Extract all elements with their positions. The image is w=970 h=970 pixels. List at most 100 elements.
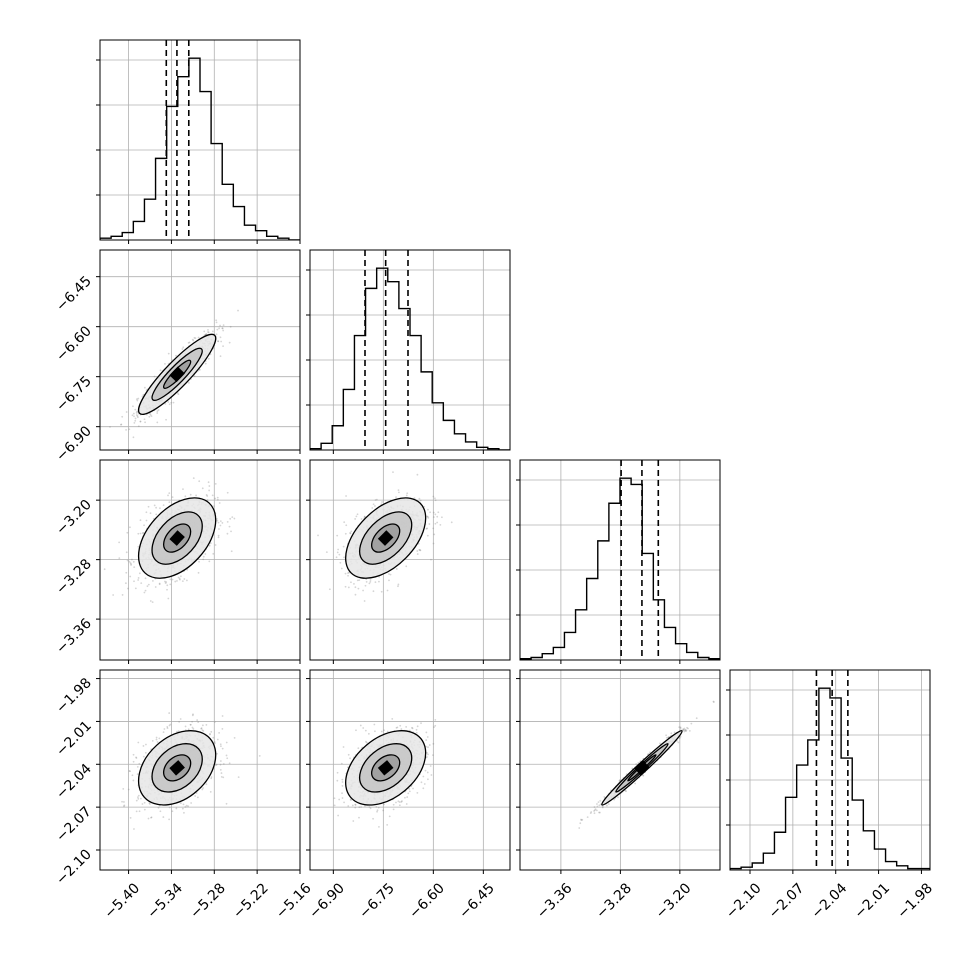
sample-point bbox=[423, 783, 426, 785]
sample-point bbox=[144, 589, 147, 592]
sample-point bbox=[153, 504, 156, 507]
sample-point bbox=[195, 494, 197, 497]
sample-point bbox=[187, 728, 190, 731]
sample-point bbox=[418, 548, 421, 551]
sample-point bbox=[118, 541, 121, 544]
panel-frame bbox=[99, 249, 301, 451]
sample-point bbox=[153, 375, 156, 378]
sample-point bbox=[377, 806, 380, 809]
sample-point bbox=[434, 724, 437, 727]
sample-point bbox=[138, 810, 141, 813]
sample-point bbox=[196, 796, 199, 799]
sample-point bbox=[344, 572, 347, 575]
sample-point bbox=[215, 518, 218, 520]
sample-point bbox=[225, 741, 228, 744]
sample-point bbox=[356, 579, 359, 582]
density-peak bbox=[169, 366, 185, 383]
sample-point bbox=[228, 762, 231, 765]
sample-point bbox=[135, 398, 138, 401]
sample-point bbox=[186, 568, 189, 571]
sample-point bbox=[233, 517, 236, 520]
sample-point bbox=[405, 565, 408, 568]
sample-point bbox=[191, 338, 194, 341]
sample-point bbox=[432, 742, 435, 745]
sample-point bbox=[200, 727, 203, 730]
sample-point bbox=[129, 526, 131, 529]
sample-point bbox=[386, 730, 389, 733]
sample-point bbox=[132, 412, 135, 415]
sample-point bbox=[426, 751, 428, 754]
x-tick-label: −6.75 bbox=[356, 880, 398, 922]
sample-point bbox=[416, 550, 419, 552]
sample-point bbox=[344, 585, 347, 588]
x-tick-label: −6.45 bbox=[456, 880, 498, 922]
sample-point bbox=[126, 559, 129, 562]
sample-point bbox=[158, 582, 161, 585]
sample-point bbox=[219, 524, 222, 527]
sample-point bbox=[437, 511, 440, 514]
sample-point bbox=[221, 327, 224, 330]
sample-point bbox=[125, 551, 128, 554]
sample-point bbox=[220, 340, 223, 343]
sample-point bbox=[354, 586, 357, 589]
sample-point bbox=[208, 489, 211, 492]
sample-point bbox=[412, 787, 414, 790]
sample-point bbox=[183, 811, 185, 814]
sample-point bbox=[341, 785, 344, 787]
sample-point bbox=[426, 771, 429, 774]
x-tick-label: −6.90 bbox=[306, 880, 348, 922]
sample-point bbox=[207, 331, 210, 334]
sample-point bbox=[363, 600, 366, 602]
y-tick-label: −2.01 bbox=[53, 718, 95, 760]
sample-point bbox=[191, 714, 194, 717]
sample-point bbox=[425, 739, 428, 741]
sample-point bbox=[190, 802, 193, 804]
sample-point bbox=[397, 585, 399, 588]
sample-point bbox=[362, 589, 364, 592]
density-peak bbox=[377, 760, 394, 776]
sample-point bbox=[128, 428, 131, 431]
sample-point bbox=[155, 736, 158, 739]
sample-point bbox=[397, 800, 400, 803]
scatter-points bbox=[121, 712, 261, 830]
sample-point bbox=[358, 816, 360, 819]
y-tick-label: −2.04 bbox=[53, 761, 95, 803]
sample-point bbox=[338, 798, 341, 801]
sample-point bbox=[593, 810, 595, 812]
sample-point bbox=[216, 328, 219, 331]
sample-point bbox=[217, 534, 220, 537]
x-tick-label: −5.28 bbox=[187, 880, 229, 922]
sample-point bbox=[211, 330, 214, 333]
sample-point bbox=[430, 558, 432, 561]
histogram-panel-1 bbox=[306, 249, 511, 454]
sample-point bbox=[434, 513, 437, 516]
sample-point bbox=[136, 416, 139, 419]
sample-point bbox=[125, 428, 127, 431]
sample-point bbox=[176, 730, 178, 733]
sample-point bbox=[416, 553, 419, 555]
x-tick-label: −5.34 bbox=[144, 880, 186, 922]
sample-point bbox=[191, 726, 194, 729]
sample-point bbox=[219, 520, 222, 523]
sample-point bbox=[229, 517, 232, 520]
sample-point bbox=[343, 521, 346, 524]
sample-point bbox=[134, 587, 137, 590]
sample-point bbox=[230, 550, 233, 553]
sample-point bbox=[369, 579, 372, 581]
sample-point bbox=[189, 723, 192, 726]
sample-point bbox=[376, 809, 379, 812]
sample-point bbox=[148, 802, 151, 805]
sample-point bbox=[188, 341, 191, 344]
sample-point bbox=[226, 491, 229, 494]
x-tick-label: −5.16 bbox=[273, 880, 315, 922]
sample-point bbox=[337, 814, 340, 817]
sample-point bbox=[179, 575, 182, 578]
sample-point bbox=[179, 802, 182, 805]
sample-point bbox=[586, 816, 589, 819]
sample-point bbox=[637, 761, 640, 764]
sample-point bbox=[209, 542, 212, 545]
sample-point bbox=[130, 564, 132, 566]
sample-point bbox=[217, 536, 220, 539]
sample-point bbox=[424, 769, 427, 772]
sample-point bbox=[214, 497, 217, 500]
